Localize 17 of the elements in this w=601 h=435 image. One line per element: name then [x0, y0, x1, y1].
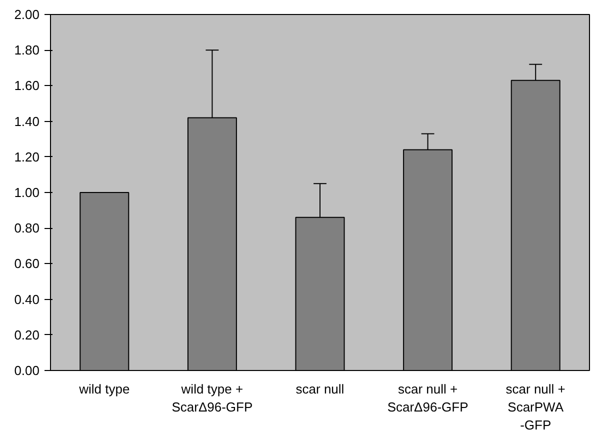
y-tick-label: 1.00: [14, 185, 40, 200]
y-tick-label: 1.80: [14, 42, 40, 58]
x-tick-label: scar null: [296, 382, 344, 396]
y-tick-label: 0.60: [14, 256, 40, 272]
y-tick-label: 1.60: [14, 78, 40, 94]
y-tick-label: 0.80: [14, 220, 40, 236]
y-tick-label: 1.40: [14, 114, 40, 129]
bar: [80, 192, 130, 370]
y-tick-label: 1.20: [14, 149, 40, 164]
y-tick-label: 0.00: [14, 363, 40, 378]
x-tick-label: scar null + ScarPWA -GFP: [506, 382, 566, 432]
y-tick-label: 0.20: [14, 327, 40, 342]
x-tick-label: wild type + ScarΔ96-GFP: [172, 382, 253, 414]
x-tick-label: wild type: [78, 382, 130, 396]
x-tick-label: scar null + ScarΔ96-GFP: [387, 382, 468, 414]
y-tick-label: 2.00: [14, 7, 40, 22]
y-tick-label: 0.40: [14, 292, 40, 307]
